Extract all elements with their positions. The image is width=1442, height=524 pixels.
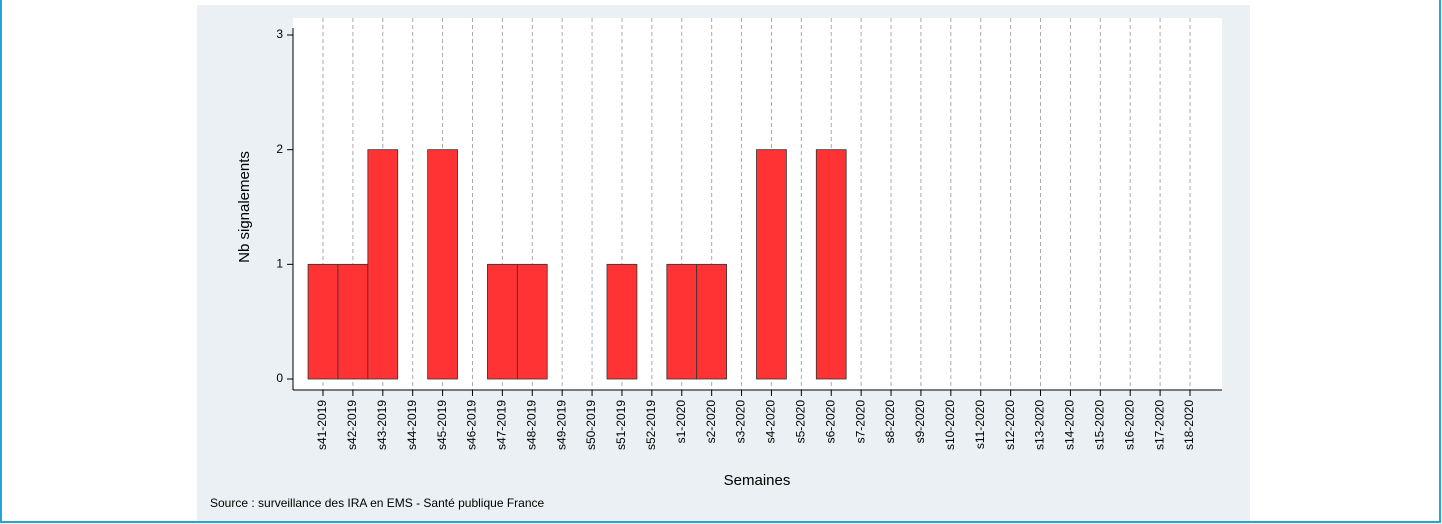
x-tick-label: s12-2020 [1003,400,1017,450]
x-tick-label: s17-2020 [1152,400,1166,450]
x-tick-label: s7-2020 [853,400,867,444]
x-tick-label: s47-2019 [495,400,509,450]
bar [367,149,399,380]
x-tick-label: s49-2019 [554,400,568,450]
x-tick-label: s50-2019 [584,400,598,450]
bar [606,263,638,380]
x-tick-label: s45-2019 [435,400,449,450]
x-tick-label: s10-2020 [943,400,957,450]
y-tick-label: 3 [276,27,283,41]
y-tick-label: 0 [276,371,283,385]
x-tick-label: s11-2020 [973,400,987,449]
x-tick-label: s46-2019 [465,400,479,450]
bar [427,149,458,380]
y-tick-label: 1 [276,257,283,271]
x-tick-label: s15-2020 [1092,400,1106,450]
x-tick-label: s41-2019 [315,400,329,450]
x-tick-label: s3-2020 [734,400,748,444]
bar [666,263,698,380]
x-tick-label: s18-2020 [1182,400,1196,450]
x-tick-label: s2-2020 [704,400,718,444]
bar [756,149,787,380]
x-tick-label: s8-2020 [883,400,897,444]
y-axis-title: Nb signalements [236,151,253,263]
x-tick-label: s1-2020 [674,400,688,444]
bar [487,263,518,380]
source-note: Source : surveillance des IRA en EMS - S… [210,496,545,510]
x-tick-label: s4-2020 [764,400,778,444]
bar [516,263,548,380]
bar [815,149,847,380]
x-tick-label: s16-2020 [1122,400,1136,450]
x-tick-label: s14-2020 [1063,400,1077,450]
x-axis-title: Semaines [724,472,791,489]
bar [696,263,728,380]
x-tick-label: s52-2019 [644,400,658,450]
x-tick-label: s44-2019 [405,400,419,450]
x-tick-label: s48-2019 [524,400,538,450]
x-tick-label: s5-2020 [794,400,808,444]
bar [307,263,339,380]
x-tick-label: s43-2019 [375,400,389,450]
x-tick-label: s13-2020 [1033,400,1047,450]
x-tick-label: s51-2019 [614,400,628,450]
x-tick-label: s9-2020 [913,400,927,444]
y-tick-label: 2 [276,142,283,156]
x-tick-label: s42-2019 [345,400,359,450]
bar [337,263,369,380]
x-tick-label: s6-2020 [823,400,837,444]
